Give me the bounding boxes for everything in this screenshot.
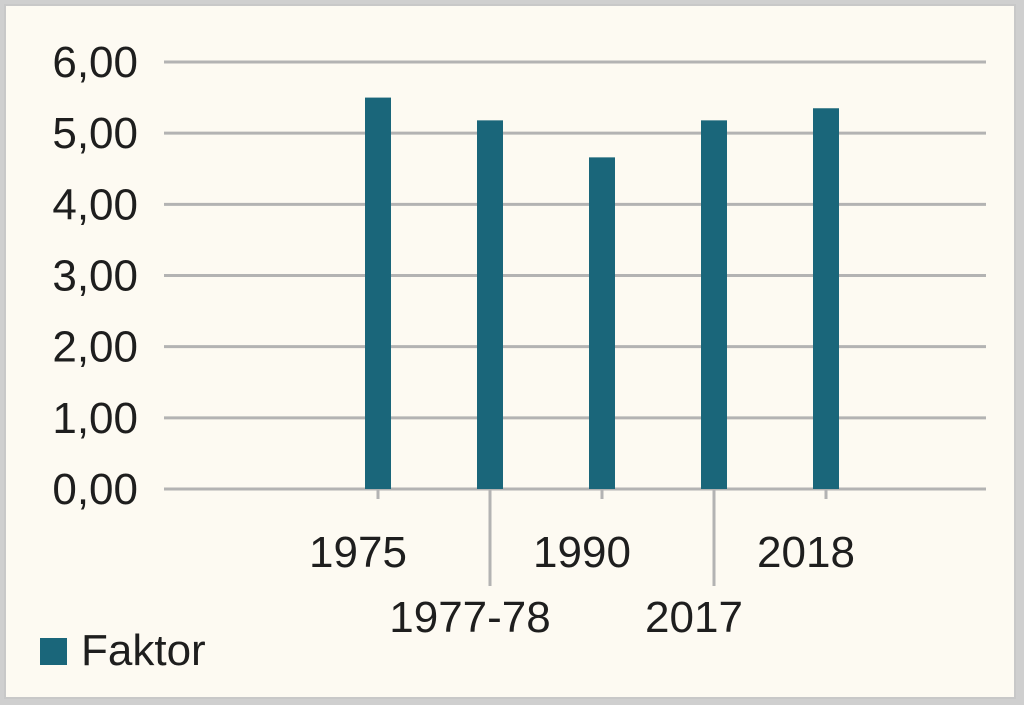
x-tick-label: 2017 [645,593,743,642]
y-tick-label: 5,00 [52,109,138,158]
y-tick-label: 0,00 [52,465,138,514]
legend-label: Faktor [81,626,206,675]
bar [477,120,503,490]
x-tick-label: 1977-78 [389,593,550,642]
bar [701,120,727,490]
x-tick-label: 1990 [533,528,631,577]
x-tick-label: 1975 [309,528,407,577]
y-tick-label: 2,00 [52,323,138,372]
x-tick-label: 2018 [757,528,855,577]
bars [365,97,839,490]
y-tick-label: 4,00 [52,180,138,229]
bar-chart: 0,00 1,00 2,00 3,00 4,00 5,00 6,00 1975 1977-78… [52,38,986,642]
y-axis-tick-labels: 0,00 1,00 2,00 3,00 4,00 5,00 6,00 [52,38,138,514]
bar [813,108,839,489]
y-tick-label: 6,00 [52,38,138,87]
gridlines [164,60,986,491]
y-tick-label: 1,00 [52,394,138,443]
chart-frame: 0,00 1,00 2,00 3,00 4,00 5,00 6,00 1975 1977-78… [4,4,1016,699]
y-tick-label: 3,00 [52,252,138,301]
legend-swatch [40,637,67,665]
legend: Faktor [40,626,206,676]
x-axis-tick-labels: 1975 1977-78 1990 2017 2018 [309,489,855,642]
bar [589,157,615,489]
bar [365,97,391,489]
